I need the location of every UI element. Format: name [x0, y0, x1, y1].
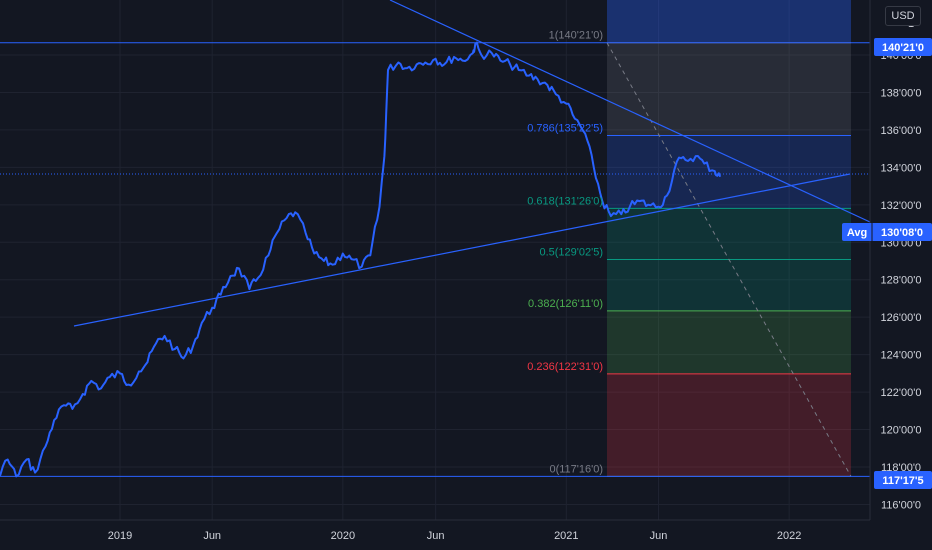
fib-level-label: 0.786(135'22'5): [527, 123, 603, 135]
fib-zone: [607, 208, 851, 260]
fib-level-label: 0.382(126'11'0): [528, 298, 603, 310]
avg-badge-price: 130'08'0: [881, 227, 923, 239]
fib-zone: [607, 259, 851, 311]
grid: [0, 0, 870, 520]
ascending-trendline[interactable]: [73, 173, 851, 327]
x-tick-label: 2021: [554, 530, 578, 542]
avg-badge: Avg 130'08'0: [842, 223, 932, 241]
price-series-line: [0, 41, 722, 478]
currency-button[interactable]: USD: [885, 6, 921, 26]
top-price-badge: 140'21'0: [874, 38, 932, 56]
bottom-price-badge-text: 117'17'5: [882, 475, 923, 487]
fib-level-labels: 1(140'21'0) 0.786(135'22'5) 0.618(131'26'0…: [527, 30, 603, 476]
x-tick-label: 2022: [777, 530, 801, 542]
avg-badge-label: Avg: [847, 227, 867, 239]
x-tick-label: 2020: [331, 530, 355, 542]
time-axis[interactable]: 2019 Jun 2020 Jun 2021 Jun 2022: [0, 519, 870, 542]
y-tick-label: 134'00'0: [881, 162, 922, 174]
fib-zone-extension: [607, 0, 851, 43]
y-tick-label: 138'00'0: [881, 87, 922, 99]
y-tick-label: 116'00'0: [881, 499, 921, 511]
top-price-badge-text: 140'21'0: [882, 42, 924, 54]
trendlines[interactable]: [73, 0, 871, 327]
x-tick-label: 2019: [108, 530, 132, 542]
fib-trend-line: [606, 42, 852, 477]
y-tick-label: 136'00'0: [881, 125, 922, 137]
horizontal-lines: [0, 42, 870, 477]
y-tick-label: 122'00'0: [881, 387, 922, 399]
fib-level-label: 0(117'16'0): [549, 463, 603, 475]
x-tick-label: Jun: [427, 530, 445, 542]
fib-level-label: 0.618(131'26'0): [527, 195, 603, 207]
y-tick-label: 120'00'0: [881, 425, 922, 437]
y-tick-label: 128'00'0: [881, 275, 922, 287]
y-tick-label: 132'00'0: [881, 200, 922, 212]
descending-trendline[interactable]: [389, 0, 871, 223]
fib-zone: [607, 135, 851, 209]
fib-zone: [607, 373, 851, 477]
fib-level-label: 0.236(122'31'0): [527, 361, 603, 373]
fib-zone: [607, 42, 851, 136]
fib-retracement[interactable]: [606, 0, 852, 477]
fib-level-label: 1(140'21'0): [549, 30, 603, 42]
fib-level-label: 0.5(129'02'5): [539, 247, 603, 259]
y-tick-label: 124'00'0: [881, 350, 922, 362]
fib-zone: [607, 310, 851, 374]
x-tick-label: Jun: [650, 530, 668, 542]
y-tick-label: 126'00'0: [881, 312, 922, 324]
bottom-price-badge: 117'17'5: [874, 471, 932, 489]
x-tick-label: Jun: [203, 530, 221, 542]
